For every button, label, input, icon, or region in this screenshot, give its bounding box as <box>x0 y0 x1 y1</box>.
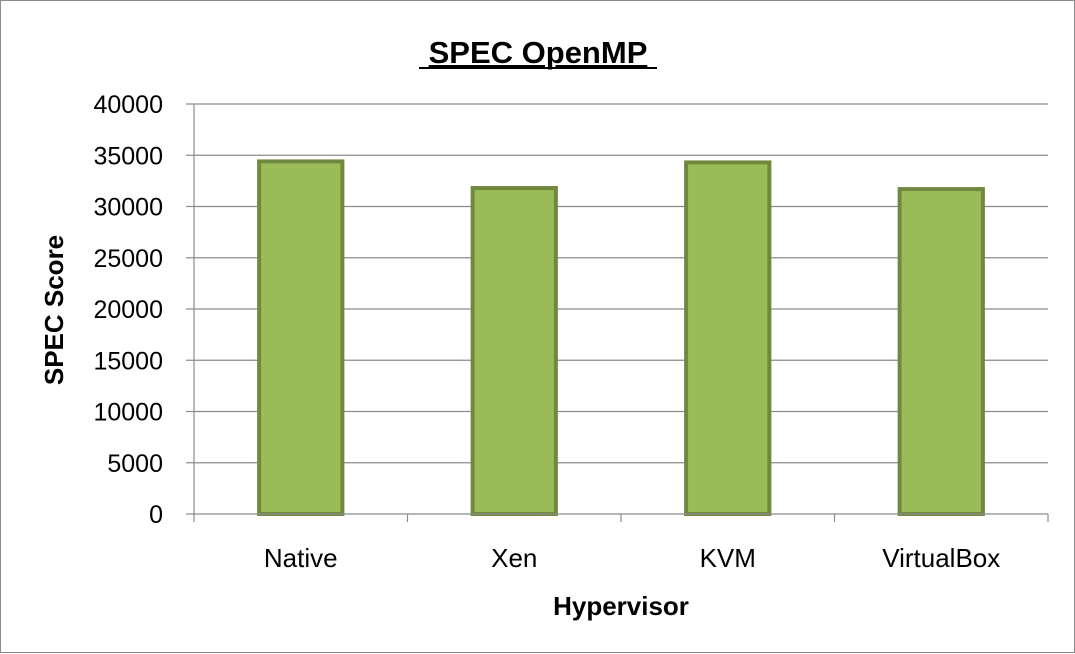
y-tick-label: 10000 <box>93 399 163 427</box>
y-tick-label: 5000 <box>107 450 163 478</box>
y-tick-label: 0 <box>149 501 163 529</box>
bar-virtualbox <box>897 187 985 516</box>
x-category-label: VirtualBox <box>882 543 1000 573</box>
y-tick-label: 40000 <box>93 91 163 119</box>
x-category-label: Native <box>264 543 338 573</box>
x-axis-title: Hypervisor <box>553 591 689 621</box>
x-category-label: Xen <box>491 543 537 573</box>
y-tick-label: 35000 <box>93 142 163 170</box>
tick-labels: 0 5000 10000 15000 20000 25000 30000 35000 40000… <box>93 91 1000 573</box>
chart-title: SPEC OpenMP <box>429 35 648 70</box>
bar-xen <box>470 186 558 517</box>
axes <box>186 103 1049 522</box>
y-tick-label: 30000 <box>93 194 163 222</box>
y-tick-label: 25000 <box>93 245 163 273</box>
y-axis-title: SPEC Score <box>39 235 69 385</box>
bar-kvm <box>684 160 772 517</box>
y-tick-label: 20000 <box>93 296 163 324</box>
bar-native <box>257 159 345 516</box>
y-tick-label: 15000 <box>93 347 163 375</box>
bars <box>257 159 985 517</box>
x-category-label: KVM <box>700 543 756 573</box>
